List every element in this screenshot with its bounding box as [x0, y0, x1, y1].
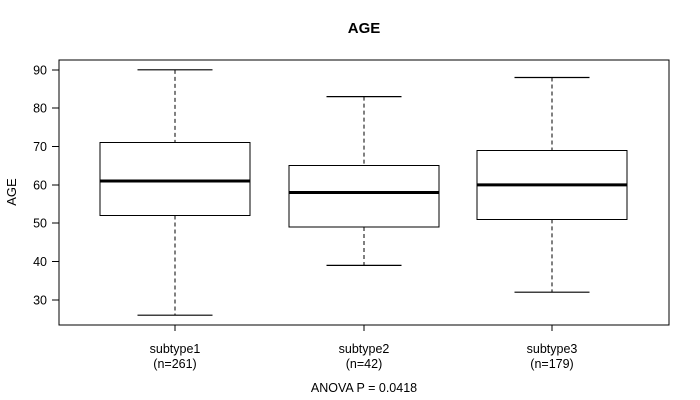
iqr-box	[288, 165, 440, 228]
category-sublabel: (n=179)	[530, 357, 573, 371]
y-axis-title: AGE	[4, 178, 19, 206]
boxplots	[99, 69, 628, 316]
chart-title: AGE	[348, 20, 381, 37]
y-tick-label: 30	[33, 293, 47, 307]
y-tick-label: 50	[33, 217, 47, 231]
category-sublabel: (n=42)	[346, 357, 382, 371]
x-axis: subtype1(n=261) subtype2(n=42) subtype3(n=…	[150, 325, 578, 371]
y-tick-label: 60	[33, 178, 47, 192]
boxplot-subtype1	[99, 69, 251, 316]
y-axis: 30 40 50 60 70 80 90	[33, 63, 59, 307]
anova-annotation: ANOVA P = 0.0418	[311, 381, 417, 395]
boxplot-subtype3	[476, 76, 628, 293]
y-tick-label: 70	[33, 140, 47, 154]
category-sublabel: (n=261)	[153, 357, 196, 371]
y-tick-label: 90	[33, 63, 47, 77]
y-tick-label: 40	[33, 255, 47, 269]
category-label: subtype1	[150, 342, 201, 356]
boxplot-subtype2	[288, 96, 440, 266]
y-tick-label: 80	[33, 102, 47, 116]
category-label: subtype2	[339, 342, 390, 356]
iqr-box	[99, 142, 251, 217]
category-label: subtype3	[527, 342, 578, 356]
